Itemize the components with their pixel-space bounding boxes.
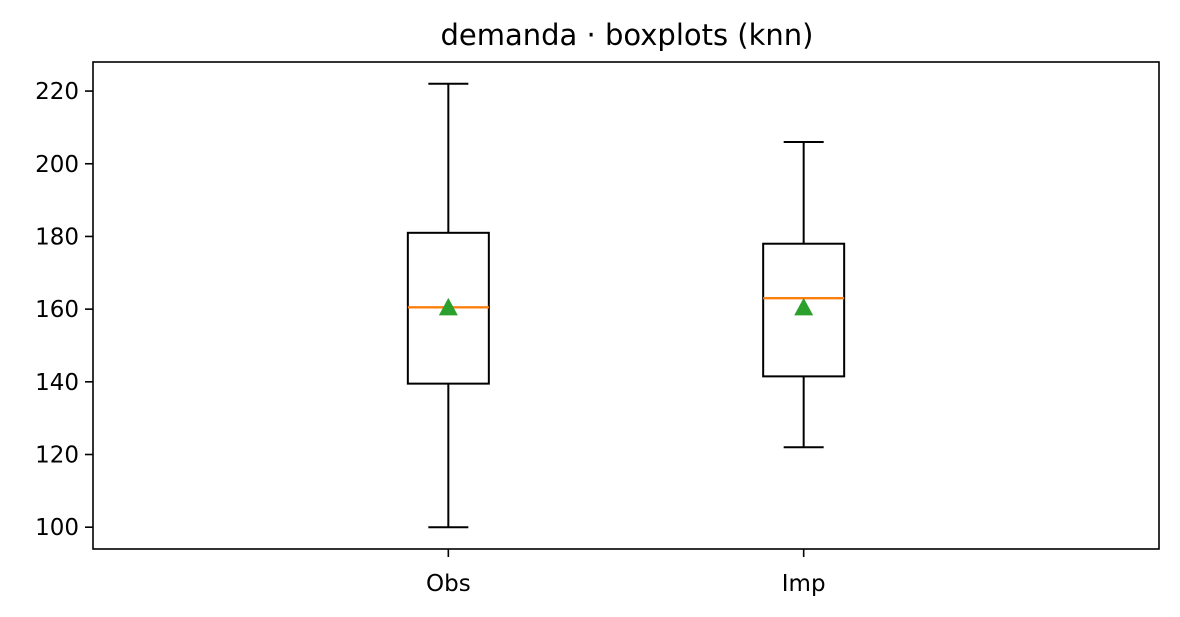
mean-marker (438, 297, 458, 316)
y-tick-label: 180 (35, 224, 79, 250)
plot-area-frame (92, 61, 1160, 550)
y-tick-label: 120 (35, 443, 79, 469)
x-tick-label: Obs (426, 571, 471, 597)
x-axis: Obs Imp (426, 549, 826, 597)
y-tick-label: 160 (35, 297, 79, 323)
y-tick-label: 220 (35, 79, 79, 105)
mean-marker (794, 297, 814, 316)
box-imp (762, 140, 846, 449)
box-obs (406, 82, 490, 529)
boxes-layer (406, 82, 846, 529)
y-tick-label: 140 (35, 370, 79, 396)
y-tick-label: 100 (35, 515, 79, 541)
x-tick-label: Imp (782, 571, 826, 597)
y-axis: 100 120 140 160 180 200 220 (35, 79, 93, 541)
iqr-box (762, 242, 846, 378)
y-tick-label: 200 (35, 152, 79, 178)
chart-title: demanda · boxplots (knn) (441, 18, 814, 52)
